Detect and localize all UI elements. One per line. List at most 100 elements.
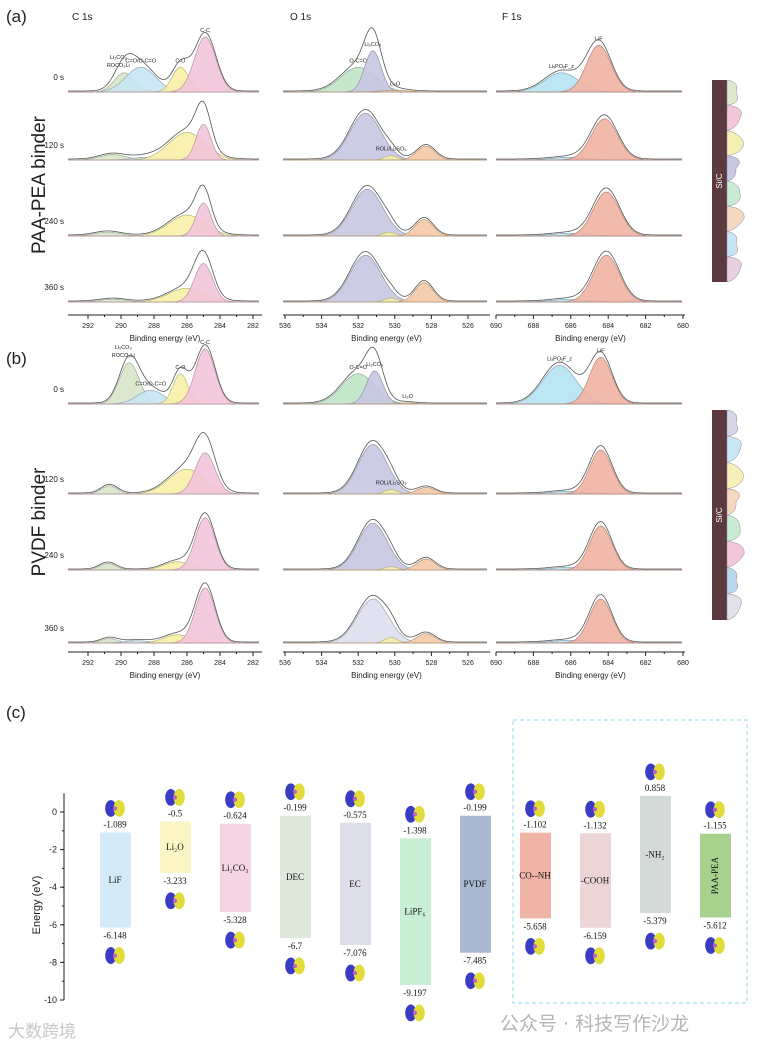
- orbital-lobe-blue: [405, 1004, 417, 1022]
- envelope-curve: [283, 109, 487, 160]
- envelope-curve: [496, 350, 682, 404]
- orbital-lobe-yellow: [473, 783, 485, 801]
- peak-label: Li₂CO₃: [366, 362, 383, 368]
- energy-bar-lif: -1.089 -6.148 LiF: [100, 800, 131, 964]
- homo-value: -5.658: [523, 921, 547, 931]
- lumo-orbital-icon: [165, 789, 185, 806]
- lumo-orbital-icon: [225, 791, 245, 809]
- energy-gap-bar: [460, 815, 491, 953]
- orbital-lobe-yellow: [353, 790, 365, 808]
- homo-orbital-icon: [585, 947, 605, 965]
- sei-particle: [726, 593, 742, 621]
- orbital-lobe-yellow: [293, 783, 305, 801]
- sei-particle: [726, 409, 738, 437]
- energy-bar-lipf-: -1.398 -9.197 LiPF₆: [400, 805, 431, 1022]
- peak-label: C-C: [200, 340, 210, 346]
- lumo-value: -0.199: [283, 803, 307, 813]
- peak-label: C-O: [175, 365, 186, 371]
- molecule-label: PVDF: [463, 879, 486, 889]
- region-title: F 1s: [502, 12, 521, 23]
- y-axis-label: Energy (eV): [31, 876, 43, 935]
- x-axis-label: Binding energy (eV): [555, 671, 626, 680]
- homo-value: -5.379: [643, 916, 667, 926]
- energy-gap-bar: [100, 832, 131, 928]
- homo-orbital-icon: [645, 932, 665, 950]
- envelope-curve: [283, 518, 487, 570]
- energy-bar--nh-: 0.858 -5.379 -NH₂: [640, 763, 671, 950]
- spectrum-c1s: 120 s: [44, 100, 259, 161]
- orbital-lobe-blue: [345, 964, 357, 982]
- current-collector: [712, 410, 727, 620]
- molecule-label: -COOH: [581, 876, 610, 886]
- peak-roli-li2so3: [283, 231, 487, 237]
- orbital-lobe-yellow: [593, 947, 605, 965]
- spectrum-c1s: 240 s: [44, 184, 259, 237]
- x-tick-label: 530: [389, 323, 401, 330]
- lumo-value: -1.155: [703, 821, 727, 831]
- x-tick-label: 690: [490, 660, 502, 667]
- x-tick-label: 528: [426, 323, 438, 330]
- current-collector: [712, 80, 727, 282]
- energy-level-chart: 0 -2 -4 -6 -8 -10 Energy (eV) -1.089 -6.148 LiF -0…: [31, 719, 748, 1022]
- peak-c-c: [68, 202, 259, 237]
- y-tick-label: -10: [44, 995, 57, 1005]
- molecule-label: LiF: [108, 875, 121, 885]
- sei-particle: [726, 488, 740, 516]
- energy-gap-bar: [340, 822, 371, 946]
- watermark-right: 公众号 · 科技写作沙龙: [500, 1013, 689, 1035]
- envelope-curve: [283, 439, 487, 494]
- x-tick-label: 536: [279, 660, 291, 667]
- homo-value: -7.485: [463, 956, 487, 966]
- lumo-value: -1.089: [103, 819, 127, 829]
- spectrum-f1s: [496, 187, 682, 237]
- envelope-curve: [283, 346, 487, 404]
- x-tick-label: 526: [462, 323, 474, 330]
- peak-label: Li₂CO₃: [115, 345, 132, 351]
- homo-value: -5.328: [223, 915, 247, 925]
- si-c-label: Si/C: [715, 507, 724, 522]
- atom: [172, 795, 178, 800]
- homo-value: -3.233: [163, 876, 187, 886]
- xps-panel-b: 292 290 288 286 284 282 Binding energy (eV) 0 s…: [44, 340, 689, 680]
- orbital-lobe-yellow: [653, 763, 665, 781]
- orbital-lobe-blue: [525, 800, 537, 818]
- energy-bar--cooh: -1.132 -6.159 -COOH: [580, 800, 611, 965]
- homo-orbital-icon: [285, 957, 305, 975]
- x-tick-label: 530: [389, 660, 401, 667]
- energy-bar-pvdf: -0.199 -7.485 PVDF: [460, 783, 491, 990]
- envelope-curve: [68, 100, 259, 160]
- x-tick-label: 282: [247, 660, 259, 667]
- spectrum-o1s: [283, 518, 487, 571]
- envelope-curve: [68, 31, 259, 92]
- x-tick-label: 690: [490, 323, 502, 330]
- sei-particle: [726, 180, 741, 207]
- peak-li2o: [283, 558, 487, 571]
- orbital-lobe-yellow: [173, 789, 185, 806]
- peak-li2o: [283, 282, 487, 303]
- sei-particle: [726, 514, 741, 542]
- peak-c-c: [68, 517, 259, 571]
- energy-gap-bar: [220, 823, 251, 913]
- peak-li2co3: [283, 370, 487, 405]
- energy-gap-bar: [520, 832, 551, 919]
- orbital-lobe-blue: [405, 805, 417, 823]
- atom: [232, 938, 238, 943]
- atom: [652, 939, 658, 944]
- x-tick-label: 534: [316, 660, 328, 667]
- spectrum-o1s: ROLi/Li₂SO₃: [283, 439, 487, 495]
- y-tick-label: -6: [49, 920, 57, 930]
- energy-gap-bar: [700, 833, 731, 918]
- peak-label: ROLi/Li₂SO₃: [376, 481, 407, 487]
- orbital-lobe-blue: [345, 790, 357, 808]
- time-label: 240 s: [44, 551, 64, 560]
- atom: [112, 953, 118, 958]
- orbital-lobe-blue: [525, 937, 537, 955]
- x-tick-label: 284: [214, 660, 226, 667]
- electrode-schematic-pvdf: Si/C: [712, 409, 745, 621]
- homo-orbital-icon: [225, 931, 245, 949]
- x-tick-label: 292: [82, 323, 94, 330]
- peak-c-c: [68, 263, 259, 303]
- x-tick-label: 536: [279, 323, 291, 330]
